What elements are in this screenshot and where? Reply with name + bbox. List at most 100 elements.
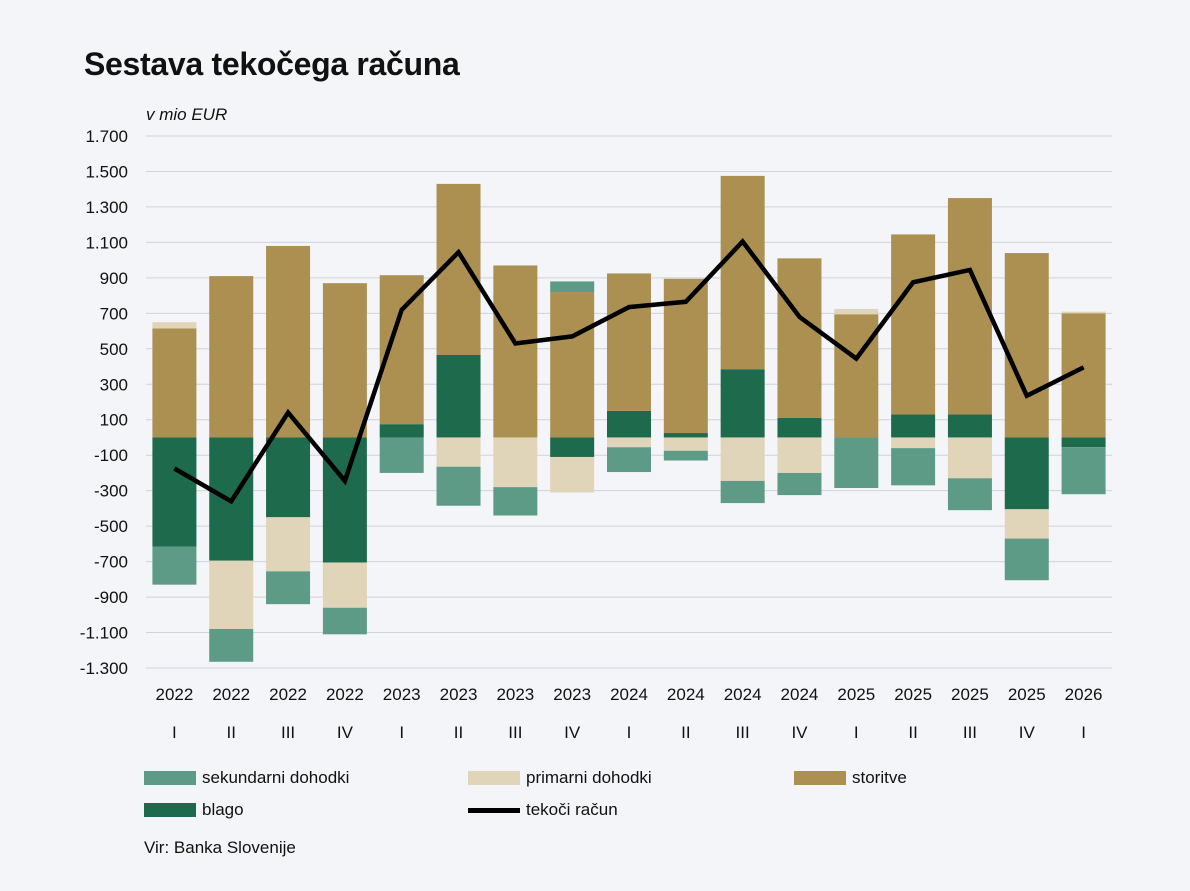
- x-tick-quarter: I: [854, 723, 859, 742]
- y-tick-label: 1.100: [85, 233, 128, 252]
- bar-primary: [152, 322, 197, 329]
- x-tick-year: 2024: [781, 685, 819, 704]
- bar-goods: [379, 424, 424, 438]
- bar-goods: [607, 410, 651, 438]
- bar-secondary: [152, 546, 197, 585]
- bar-secondary: [436, 466, 481, 506]
- bar-goods: [891, 414, 936, 438]
- legend-label-services: storitve: [852, 768, 907, 787]
- bar-services: [322, 283, 367, 438]
- y-tick-label: 1.300: [85, 198, 128, 217]
- y-tick-label: -300: [94, 482, 128, 501]
- legend-label-primary: primarni dohodki: [526, 768, 652, 787]
- bar-primary: [607, 437, 651, 448]
- y-tick-label: 300: [100, 375, 128, 394]
- x-tick-quarter: IV: [791, 723, 808, 742]
- legend-swatch-current-account: [468, 807, 520, 813]
- x-tick-year: 2023: [440, 685, 478, 704]
- bar-secondary: [266, 571, 311, 605]
- bar-primary: [493, 437, 538, 488]
- bar-secondary: [607, 447, 651, 473]
- bar-services: [209, 276, 254, 438]
- x-tick-year: 2025: [894, 685, 932, 704]
- legend: sekundarni dohodki primarni dohodki stor…: [144, 768, 1144, 838]
- bar-goods: [152, 437, 197, 547]
- x-tick-year: 2022: [269, 685, 307, 704]
- bar-secondary: [834, 437, 879, 489]
- bar-goods: [663, 433, 708, 438]
- bar-primary: [322, 562, 367, 608]
- bar-primary: [266, 517, 311, 572]
- bar-services: [1004, 253, 1049, 438]
- legend-swatch-secondary: [144, 771, 196, 785]
- y-tick-label: 700: [100, 304, 128, 323]
- chart-title: Sestava tekočega računa: [84, 46, 460, 82]
- legend-item-goods: blago: [144, 800, 244, 820]
- bar-goods: [436, 355, 481, 438]
- x-tick-quarter: IV: [337, 723, 354, 742]
- bar-goods: [266, 437, 311, 518]
- bar-primary: [436, 437, 481, 467]
- x-tick-year: 2026: [1065, 685, 1103, 704]
- x-tick-quarter: IV: [564, 723, 581, 742]
- y-tick-label: -1.100: [80, 624, 128, 643]
- x-tick-quarter: I: [172, 723, 177, 742]
- x-tick-year: 2022: [326, 685, 364, 704]
- bar-primary: [777, 437, 822, 473]
- bar-services: [493, 265, 538, 438]
- bar-secondary: [493, 487, 538, 516]
- bar-services: [777, 258, 822, 418]
- bar-secondary: [550, 281, 595, 293]
- bar-services: [266, 245, 311, 438]
- bar-primary: [834, 308, 879, 315]
- y-tick-label: 1.500: [85, 162, 128, 181]
- bar-secondary: [663, 450, 708, 461]
- x-tick-quarter: II: [227, 723, 236, 742]
- y-tick-label: 100: [100, 411, 128, 430]
- bar-primary: [1061, 311, 1106, 314]
- legend-label-current-account: tekoči račun: [526, 800, 618, 819]
- bar-goods: [550, 437, 595, 457]
- x-tick-quarter: III: [736, 723, 750, 742]
- x-tick-quarter: III: [281, 723, 295, 742]
- legend-item-primary: primarni dohodki: [468, 768, 652, 788]
- bar-services: [891, 234, 936, 415]
- bar-services: [720, 175, 765, 370]
- bar-secondary: [1061, 447, 1106, 495]
- bar-goods: [720, 369, 765, 438]
- bar-primary: [550, 456, 595, 493]
- x-tick-year: 2024: [667, 685, 705, 704]
- x-tick-quarter: I: [1081, 723, 1086, 742]
- legend-label-secondary: sekundarni dohodki: [202, 768, 350, 787]
- bar-goods: [322, 437, 367, 563]
- y-tick-label: 1.700: [85, 127, 128, 146]
- x-tick-quarter: II: [681, 723, 690, 742]
- x-tick-year: 2025: [951, 685, 989, 704]
- x-tick-quarter: IV: [1019, 723, 1036, 742]
- bar-secondary: [209, 628, 254, 662]
- x-tick-year: 2023: [553, 685, 591, 704]
- source-note: Vir: Banka Slovenije: [144, 838, 296, 857]
- x-tick-year: 2023: [383, 685, 421, 704]
- legend-label-goods: blago: [202, 800, 244, 819]
- y-tick-label: -900: [94, 588, 128, 607]
- bar-services: [550, 292, 595, 438]
- x-tick-year: 2024: [724, 685, 762, 704]
- x-tick-year: 2022: [212, 685, 250, 704]
- bar-secondary: [379, 437, 424, 473]
- x-tick-quarter: III: [508, 723, 522, 742]
- bar-secondary: [720, 480, 765, 504]
- y-tick-label: -700: [94, 553, 128, 572]
- legend-swatch-primary: [468, 771, 520, 785]
- bar-goods: [1004, 437, 1049, 510]
- bar-secondary: [891, 448, 936, 486]
- bar-goods: [777, 417, 822, 438]
- bar-services: [152, 328, 197, 438]
- bar-goods: [947, 414, 992, 438]
- legend-swatch-goods: [144, 803, 196, 817]
- bar-services: [834, 314, 879, 438]
- x-tick-year: 2024: [610, 685, 648, 704]
- x-tick-year: 2022: [155, 685, 193, 704]
- bar-secondary: [1004, 538, 1049, 581]
